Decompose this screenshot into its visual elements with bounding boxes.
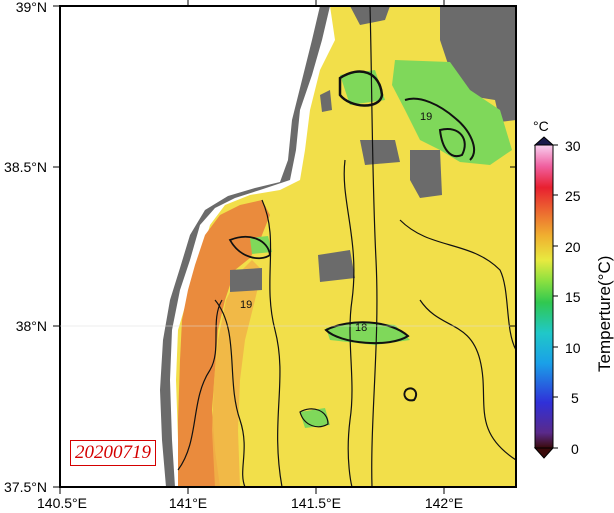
colorbar-tick: 25 <box>565 188 581 204</box>
lon-label: 141°E <box>169 495 207 511</box>
colorbar-tick: 20 <box>565 239 581 255</box>
lon-label: 141.5°E <box>291 495 341 511</box>
date-stamp: 20200719 <box>70 440 156 466</box>
colorbar-tick: 0 <box>571 441 579 457</box>
colorbar-tick: 30 <box>565 138 581 154</box>
colorbar-tick: 15 <box>565 289 581 305</box>
lon-label: 140.5°E <box>37 495 87 511</box>
tick-marks <box>53 0 516 494</box>
map-frame <box>59 5 517 488</box>
contour-label: 19 <box>240 299 252 311</box>
colorbar-unit: °C <box>533 118 549 134</box>
colorbar-tick: 5 <box>571 390 579 406</box>
colorbar-tick: 10 <box>565 340 581 356</box>
lat-label: 39°N <box>16 0 47 15</box>
contour-lines <box>177 6 516 487</box>
contour-label: 18 <box>355 322 367 334</box>
contour-label: 19 <box>420 111 432 123</box>
sst-field-cool <box>392 60 512 165</box>
lat-label: 37.5°N <box>4 479 47 495</box>
colorbar-title: Temperture(°C) <box>595 256 614 372</box>
lon-label: 142°E <box>425 495 463 511</box>
colorbar: °C 30 25 20 15 10 5 0 Temperture(°C) <box>533 118 614 459</box>
lat-label: 38°N <box>16 318 47 334</box>
lat-label: 38.5°N <box>4 159 47 175</box>
sst-field-hot <box>178 200 270 487</box>
